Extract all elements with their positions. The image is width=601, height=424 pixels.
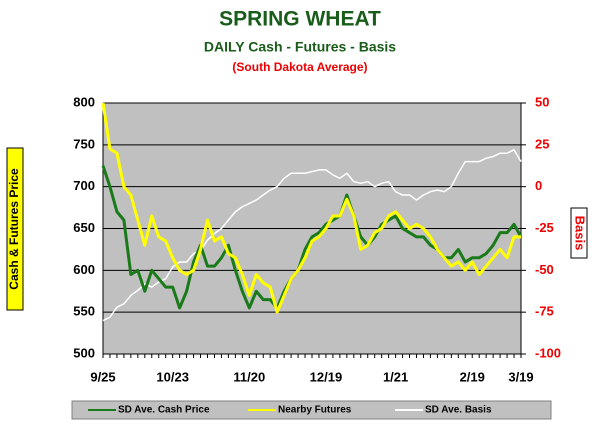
y-axis-label: Cash & Futures Price [7, 168, 21, 290]
x-tick-label: 3/19 [508, 369, 533, 384]
y2-tick-label: 25 [535, 136, 549, 151]
y2-label-box [570, 207, 588, 259]
y-label-box [6, 147, 24, 311]
series-line [101, 102, 521, 314]
y2-tick-label: -100 [535, 345, 561, 360]
y-tick-label: 500 [73, 345, 95, 360]
y2-axis-label: Basis [573, 216, 588, 251]
y2-tick-label: -25 [535, 220, 554, 235]
legend-box [71, 400, 552, 420]
legend-label: SD Ave. Basis [425, 405, 492, 416]
y2-tick-label: 0 [535, 178, 542, 193]
legend-label: Nearby Futures [278, 405, 352, 416]
series-line [102, 149, 522, 322]
y-tick-label: 700 [73, 178, 95, 193]
y-tick-label: 750 [73, 136, 95, 151]
x-tick-label: 2/19 [460, 369, 485, 384]
y-tick-label: 550 [73, 304, 95, 319]
chart-subtitle: DAILY Cash - Futures - Basis [204, 39, 396, 55]
x-tick-label: 10/23 [156, 369, 189, 384]
y2-tick-label: -75 [535, 304, 554, 319]
y2-tick-label: 50 [535, 94, 549, 109]
y-tick-label: 800 [73, 94, 95, 109]
y-tick-label: 600 [73, 262, 95, 277]
chart-title: SPRING WHEAT [219, 8, 381, 31]
x-tick-label: 11/20 [233, 369, 265, 384]
series-line [101, 165, 523, 310]
y2-tick-label: -50 [535, 262, 554, 277]
x-tick-label: 1/21 [383, 369, 408, 384]
x-tick-label: 9/25 [90, 369, 115, 384]
y-tick-label: 650 [73, 220, 95, 235]
chart-subtitle2: (South Dakota Average) [232, 60, 367, 74]
x-tick-label: 12/19 [310, 369, 343, 384]
legend-label: SD Ave. Cash Price [118, 405, 210, 416]
